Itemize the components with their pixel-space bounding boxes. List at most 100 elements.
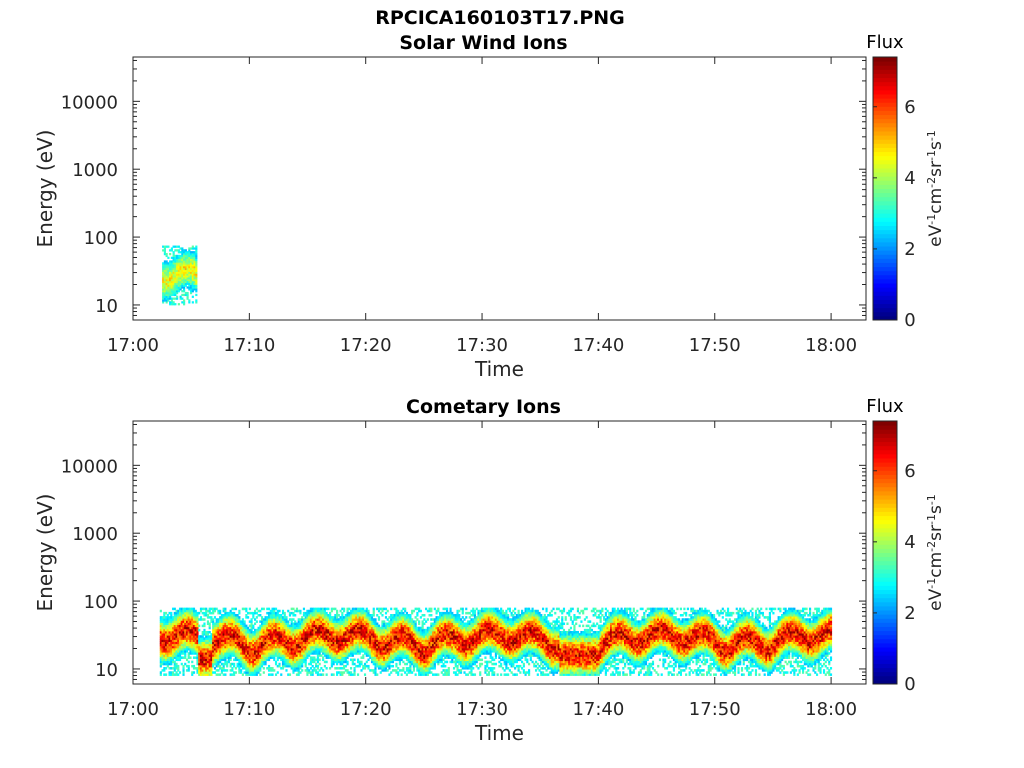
heatmap-cell: [285, 650, 288, 653]
heatmap-cell: [219, 622, 222, 626]
heatmap-cell: [222, 618, 225, 621]
heatmap-cell: [222, 664, 225, 668]
heatmap-cell: [255, 628, 258, 632]
heatmap-cell: [199, 656, 203, 659]
heatmap-cell: [220, 654, 223, 657]
heatmap-cell: [250, 611, 253, 615]
heatmap-cell: [172, 291, 175, 295]
heatmap-cell: [337, 654, 340, 657]
heatmap-cell: [248, 635, 251, 638]
heatmap-cell: [190, 260, 193, 263]
heatmap-cell: [245, 650, 248, 653]
heatmap-cell: [297, 671, 300, 674]
colorbar-segment: [873, 159, 897, 165]
heatmap-cell: [346, 669, 349, 672]
heatmap-cell: [243, 622, 246, 626]
heatmap-cell: [257, 628, 260, 632]
heatmap-cell: [208, 652, 211, 655]
heatmap-cell: [177, 652, 180, 655]
heatmap-cell: [292, 660, 295, 664]
heatmap-cell: [264, 616, 267, 619]
heatmap-cell: [334, 641, 337, 645]
heatmap-cell: [189, 622, 192, 626]
heatmap-cell: [334, 660, 337, 664]
heatmap-cell: [348, 654, 351, 657]
heatmap-cell: [201, 607, 204, 611]
heatmap-cell: [217, 620, 220, 623]
heatmap-cell: [313, 643, 316, 647]
heatmap-cell: [194, 624, 197, 628]
axes-box: [132, 56, 867, 321]
heatmap-cell: [252, 671, 255, 674]
heatmap-cell: [259, 639, 262, 642]
heatmap-cell: [186, 258, 189, 261]
heatmap-cell: [227, 658, 230, 662]
heatmap-cell: [171, 630, 175, 634]
heatmap-cell: [191, 273, 194, 276]
colorbar-tick-label: 4: [904, 168, 915, 189]
heatmap-cell: [334, 628, 337, 632]
heatmap-cell: [173, 614, 176, 617]
heatmap-cell: [343, 628, 346, 632]
heatmap-cell: [264, 658, 267, 662]
heatmap-cell: [290, 624, 293, 628]
heatmap-cell: [280, 639, 283, 642]
heatmap-cell: [295, 637, 299, 640]
heatmap-cell: [330, 607, 333, 611]
heatmap-cell: [320, 630, 323, 634]
heatmap-cell: [260, 645, 264, 649]
heatmap-cell: [292, 614, 295, 617]
heatmap-cell: [323, 647, 326, 651]
heatmap-cell: [248, 650, 251, 653]
heatmap-cell: [280, 645, 283, 649]
heatmap-cell: [208, 626, 211, 630]
heatmap-cell: [430, 607, 433, 611]
heatmap-cell: [201, 637, 204, 640]
heatmap-cell: [171, 658, 175, 662]
heatmap-cell: [294, 647, 297, 651]
heatmap-cell: [170, 645, 173, 649]
heatmap-cell: [294, 643, 297, 647]
heatmap-cell: [208, 650, 211, 653]
heatmap-cell: [313, 669, 316, 672]
heatmap-cell: [306, 614, 309, 617]
heatmap-cell: [329, 611, 332, 615]
heatmap-cell: [264, 654, 267, 657]
heatmap-cell: [241, 645, 244, 649]
heatmap-cell: [267, 618, 271, 621]
heatmap-cell: [227, 643, 230, 647]
heatmap-cell: [255, 647, 258, 651]
heatmap-cell: [255, 611, 258, 615]
heatmap-cell: [257, 639, 260, 642]
heatmap-cell: [260, 662, 264, 666]
heatmap-cell: [183, 284, 186, 287]
heatmap-cell: [166, 618, 169, 621]
heatmap-cell: [196, 652, 199, 655]
heatmap-cell: [254, 652, 257, 655]
heatmap-cell: [184, 662, 187, 666]
heatmap-cell: [341, 630, 344, 634]
heatmap-cell: [269, 656, 272, 659]
heatmap-cell: [311, 658, 314, 662]
heatmap-cell: [325, 645, 328, 649]
heatmap-cell: [189, 656, 192, 659]
heatmap-cell: [327, 628, 330, 632]
heatmap-cell: [198, 611, 201, 615]
heatmap-cell: [186, 254, 189, 258]
heatmap-cell: [194, 647, 197, 651]
heatmap-cell: [182, 641, 185, 645]
heatmap-cell: [173, 616, 176, 619]
heatmap-cell: [195, 247, 198, 250]
heatmap-cell: [167, 293, 170, 297]
heatmap-cell: [170, 249, 173, 252]
heatmap-cell: [304, 664, 307, 668]
heatmap-cell: [198, 660, 201, 664]
heatmap-cell: [159, 628, 162, 632]
heatmap-cell: [285, 628, 288, 632]
heatmap-cell: [341, 643, 344, 647]
heatmap-cell: [414, 673, 417, 676]
heatmap-cell: [174, 258, 177, 261]
heatmap-cell: [248, 671, 251, 674]
heatmap-cell: [161, 641, 164, 645]
heatmap-cell: [243, 652, 246, 655]
